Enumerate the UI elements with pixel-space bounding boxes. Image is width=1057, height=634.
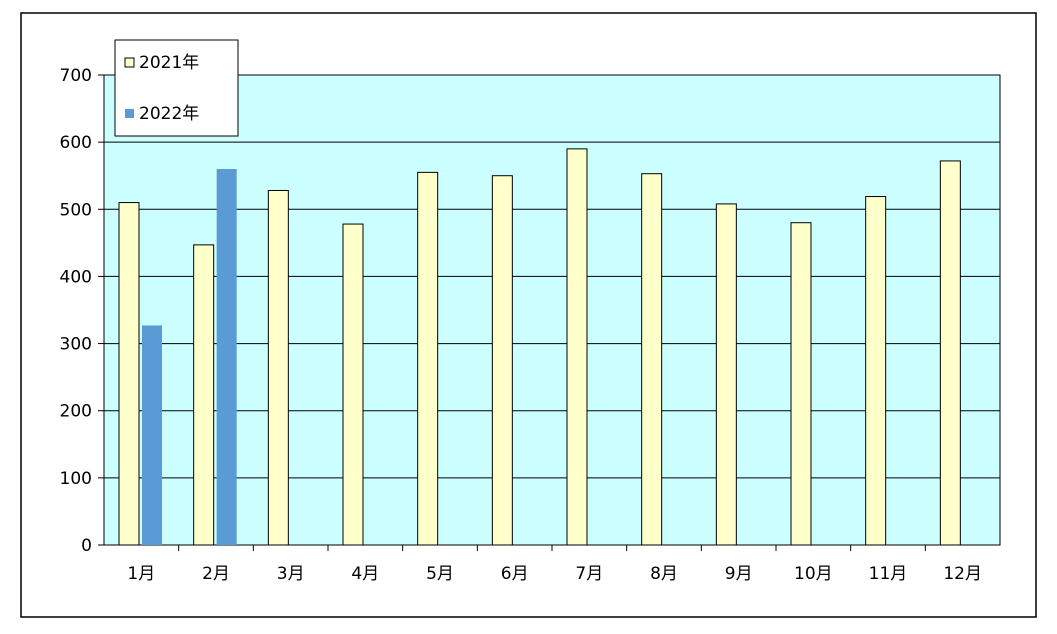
y-tick-label: 600 [60,133,92,153]
bar-2021年-3月 [267,189,289,546]
y-tick-label: 500 [60,200,92,220]
x-tick-label: 9月 [725,564,753,584]
x-tick-label: 12月 [943,564,982,584]
x-tick-label: 10月 [794,564,833,584]
bar-2022年-2月 [216,169,237,545]
bar-2021年-12月 [939,160,961,546]
y-tick-label: 700 [60,66,92,86]
grid-lines [104,74,1000,479]
x-tick-label: 4月 [351,564,379,584]
legend-swatch-2021 [124,57,135,68]
bar-2021年-10月 [790,222,812,546]
legend-box [114,39,239,137]
legend-label-2022: 2022年 [139,104,199,124]
x-tick-label: 8月 [650,564,678,584]
x-axis-ticks: 1月 2月 3月 4月 5月 6月 7月 8月 9月 10月 11月 12月 [127,545,982,584]
y-tick-label: 200 [60,402,92,422]
x-tick-label: 7月 [575,564,603,584]
bar-2021年-2月 [193,244,215,546]
y-tick-label: 0 [81,536,92,556]
x-tick-label: 3月 [277,564,305,584]
bar-2021年-11月 [865,196,887,546]
legend-label-2021: 2021年 [139,53,199,73]
x-tick-label: 6月 [501,564,529,584]
x-tick-label: 2月 [202,564,230,584]
x-tick-label: 11月 [869,564,908,584]
x-tick-label: 1月 [127,564,155,584]
legend-swatch-2022 [125,109,134,118]
x-tick-label: 5月 [426,564,454,584]
y-tick-label: 300 [60,335,92,355]
y-tick-label: 100 [60,469,92,489]
plot-area [103,74,1001,546]
bar-2022年-1月 [142,325,162,545]
legend: 2021年 2022年 [114,39,239,137]
y-axis-ticks: 0 100 200 300 400 500 600 700 [60,66,104,556]
bar-2021年-8月 [641,173,663,546]
bars [118,148,961,546]
bar-2021年-7月 [566,148,588,546]
bar-2021年-5月 [417,171,439,546]
bar-2021年-6月 [491,175,513,546]
bar-2021年-9月 [715,203,737,546]
bar-2021年-4月 [342,223,364,546]
y-tick-label: 400 [60,267,92,287]
bar-2021年-1月 [118,202,140,546]
